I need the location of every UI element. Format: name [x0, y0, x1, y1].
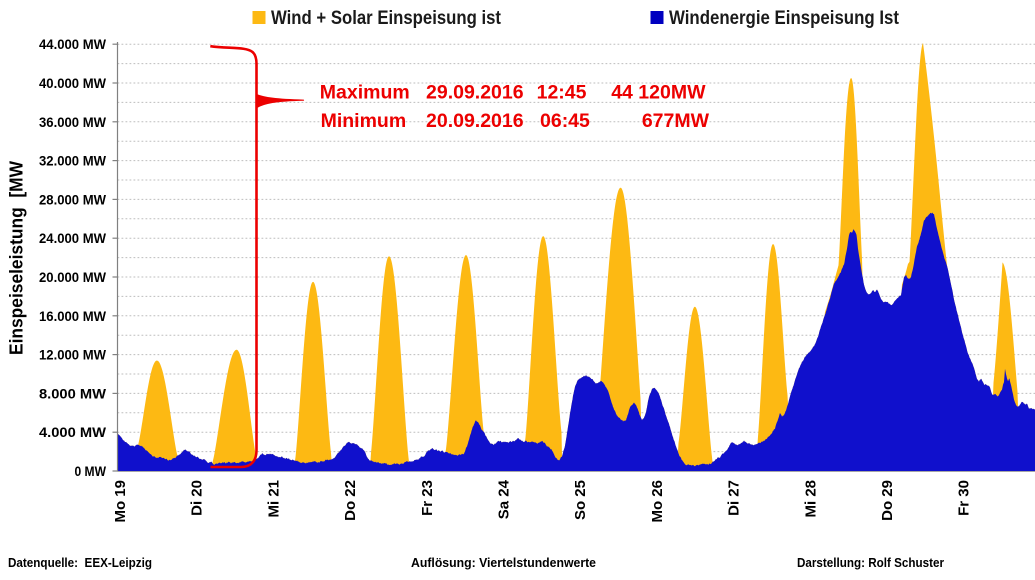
svg-text:Sa 24: Sa 24: [496, 479, 513, 519]
svg-text:28.000 MW: 28.000 MW: [39, 191, 107, 207]
svg-text:Einspeiseleistung [MW: Einspeiseleistung [MW: [7, 161, 27, 355]
svg-text:29.09.2016: 29.09.2016: [426, 82, 524, 104]
svg-text:32.000 MW: 32.000 MW: [39, 153, 107, 169]
svg-text:12:45: 12:45: [537, 82, 587, 104]
svg-text:Minimum: Minimum: [321, 110, 407, 132]
svg-text:0 MW: 0 MW: [75, 463, 107, 479]
svg-text:Fr 23: Fr 23: [419, 480, 436, 516]
svg-text:20.000 MW: 20.000 MW: [39, 269, 107, 285]
svg-text:16.000 MW: 16.000 MW: [39, 308, 107, 324]
svg-text:Do 29: Do 29: [879, 480, 896, 521]
svg-text:8.000 MW: 8.000 MW: [39, 385, 107, 401]
svg-text:677MW: 677MW: [642, 110, 710, 132]
svg-text:Di 20: Di 20: [189, 480, 206, 516]
svg-text:Maximum: Maximum: [320, 82, 410, 104]
svg-text:4.000 MW: 4.000 MW: [39, 424, 107, 440]
svg-text:Windenergie Einspeisung Ist: Windenergie Einspeisung Ist: [669, 8, 900, 29]
svg-text:Mo 26: Mo 26: [649, 480, 666, 523]
svg-text:24.000 MW: 24.000 MW: [39, 230, 107, 246]
svg-text:Do 22: Do 22: [342, 480, 359, 521]
svg-text:Mi 28: Mi 28: [802, 480, 819, 518]
svg-text:Datenquelle: EEX-Leipzig: Datenquelle: EEX-Leipzig: [8, 555, 152, 570]
svg-text:40.000 MW: 40.000 MW: [39, 75, 107, 91]
svg-text:44 120MW: 44 120MW: [611, 82, 706, 104]
svg-text:So 25: So 25: [572, 480, 589, 520]
svg-text:20.09.2016: 20.09.2016: [426, 110, 524, 132]
svg-text:Darstellung: Rolf Schuster: Darstellung: Rolf Schuster: [797, 555, 944, 570]
svg-text:Mo 19: Mo 19: [112, 480, 129, 523]
svg-text:Auflösung: Viertelstundenwerte: Auflösung: Viertelstundenwerte: [411, 555, 596, 570]
svg-text:Mi 21: Mi 21: [265, 480, 282, 518]
svg-text:12.000 MW: 12.000 MW: [39, 347, 107, 363]
svg-text:44.000 MW: 44.000 MW: [39, 36, 107, 52]
svg-text:06:45: 06:45: [540, 110, 590, 132]
svg-text:Wind + Solar Einspeisung ist: Wind + Solar Einspeisung ist: [271, 8, 502, 29]
svg-text:Fr 30: Fr 30: [956, 480, 973, 516]
svg-text:Di 27: Di 27: [726, 480, 743, 516]
svg-text:36.000 MW: 36.000 MW: [39, 114, 107, 130]
